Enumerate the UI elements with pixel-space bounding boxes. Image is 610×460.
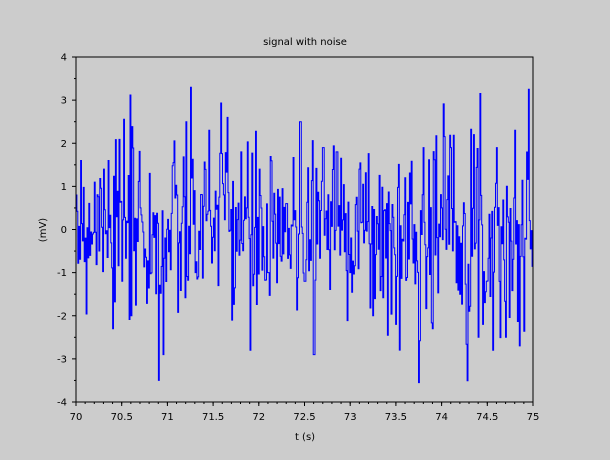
- x-tick-label: 70.5: [111, 412, 133, 423]
- x-tick-label: 73.5: [385, 412, 407, 423]
- x-tick-label: 73: [344, 412, 357, 423]
- y-tick-label: -2: [57, 311, 67, 322]
- x-tick-label: 72.5: [293, 412, 315, 423]
- plot-area: [76, 86, 534, 384]
- y-tick-label: 3: [61, 96, 67, 107]
- y-tick-label: 4: [61, 53, 67, 64]
- axes-frame: [75, 56, 534, 403]
- y-tick-label: -1: [57, 268, 67, 279]
- y-tick-label: 1: [61, 182, 67, 193]
- y-axis-label: (mV): [38, 218, 49, 242]
- y-tick-label: 0: [61, 225, 67, 236]
- x-axis-label: t (s): [295, 432, 315, 443]
- y-tick-label: -4: [57, 398, 67, 409]
- x-tick-label: 71: [161, 412, 174, 423]
- y-tick-label: -3: [57, 354, 67, 365]
- x-tick-label: 72: [252, 412, 265, 423]
- x-tick-label: 74: [435, 412, 448, 423]
- x-axis: 70 70.5 71 71.5 72 72.5 73 73.5 74 74.5 75: [70, 402, 540, 423]
- chart-title: signal with noise: [263, 37, 347, 48]
- y-axis: -4 -3 -2 -1 0 1 2 3 4: [57, 53, 76, 409]
- x-tick-label: 71.5: [202, 412, 224, 423]
- x-tick-label: 70: [70, 412, 83, 423]
- y-tick-label: 2: [61, 139, 67, 150]
- x-tick-label: 75: [527, 412, 540, 423]
- signal-line: [76, 86, 534, 384]
- x-tick-label: 74.5: [476, 412, 498, 423]
